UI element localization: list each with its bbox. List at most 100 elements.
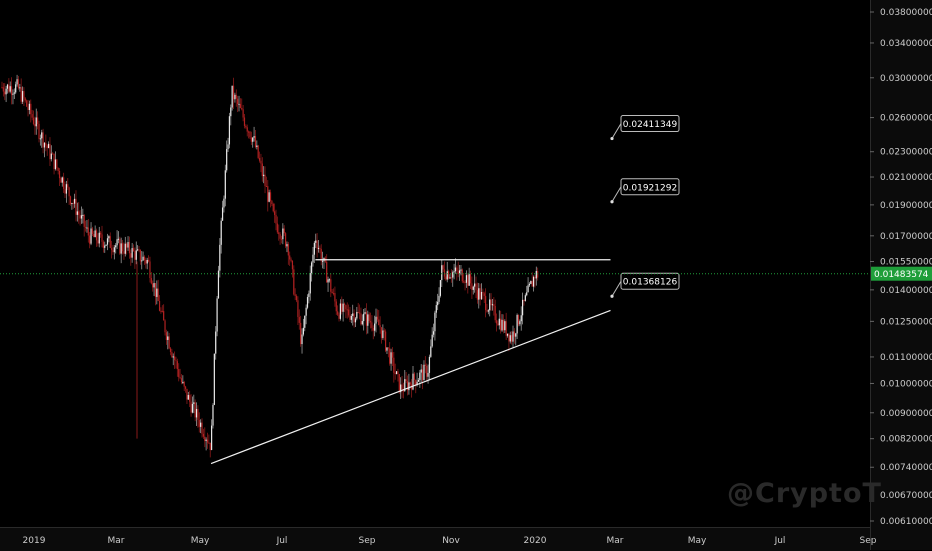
candle-body [147, 259, 150, 262]
candle-body [39, 138, 41, 140]
candle-body [246, 127, 248, 132]
candle-body [43, 142, 46, 148]
candle-body [491, 304, 494, 306]
candle-body [2, 87, 4, 92]
candle-body [428, 356, 431, 373]
candle-body [504, 321, 506, 331]
candle-body [386, 347, 388, 351]
candle-body [490, 299, 492, 306]
candle-body [342, 303, 344, 312]
candle-body [169, 348, 172, 353]
candle-body [37, 117, 39, 124]
candle-body [219, 244, 221, 271]
candle-body [205, 439, 207, 441]
candle-body [65, 184, 67, 194]
candle-body [413, 373, 415, 380]
candle-body [17, 79, 20, 89]
candle-body [424, 364, 426, 366]
candle-body [293, 269, 295, 295]
price-callout-label: 0.01921292 [623, 183, 677, 193]
candle-body [171, 352, 173, 358]
candle-body [345, 305, 347, 310]
candle-body [139, 249, 141, 262]
candle-body [530, 281, 532, 284]
candle-body [495, 320, 498, 324]
candle-body [456, 267, 458, 271]
candle-body [276, 223, 278, 233]
candle-body [431, 334, 433, 347]
candle-body [460, 269, 462, 271]
candle-body [197, 408, 199, 420]
candle-body [412, 373, 414, 390]
candle-body [354, 318, 357, 323]
candle-body [179, 377, 181, 379]
candle-body [149, 261, 151, 279]
candle-body [53, 153, 55, 170]
candle-body [257, 145, 259, 158]
candle-body [16, 79, 18, 85]
time-axis[interactable] [0, 527, 870, 551]
price-axis[interactable] [870, 0, 932, 550]
candle-body [83, 214, 85, 227]
candle-body [64, 188, 66, 194]
candle-body [441, 265, 443, 281]
candle-body [137, 249, 139, 251]
candle-body [52, 153, 54, 155]
target-point [610, 294, 614, 298]
candle-body [450, 277, 452, 279]
candle-body [153, 283, 155, 288]
target-point [610, 136, 614, 141]
candle-body [175, 360, 177, 362]
candle-body [84, 226, 87, 228]
candle-body [241, 107, 243, 110]
candle-body [116, 239, 118, 246]
candle-body [368, 314, 370, 322]
candle-body [21, 91, 24, 102]
candle-body [371, 322, 373, 328]
candle-body [231, 85, 233, 108]
candle-body [271, 200, 273, 205]
candle-body [141, 260, 143, 262]
candle-body [32, 117, 35, 125]
candle-body [445, 276, 447, 280]
candle-body [516, 314, 518, 334]
candle-body [183, 381, 185, 387]
candle-body [372, 327, 374, 331]
candle-body [160, 310, 162, 312]
candle-body [297, 300, 299, 318]
candle-body [220, 220, 222, 245]
candle-body [46, 145, 48, 149]
price-callout[interactable] [620, 115, 680, 133]
candle-body [442, 265, 444, 270]
candle-body [278, 232, 280, 235]
candle-body [157, 288, 159, 301]
candle-body [101, 234, 103, 242]
candle-body [23, 91, 25, 99]
candle-body [165, 332, 167, 340]
candle-body [483, 293, 485, 296]
candle-body [56, 159, 58, 168]
candle-body [102, 241, 104, 248]
candle-body [387, 347, 389, 349]
support-trendline[interactable] [210, 309, 611, 465]
candle-body [365, 312, 368, 326]
price-callout[interactable] [620, 178, 680, 196]
candle-body [493, 304, 495, 306]
candle-body [78, 211, 80, 215]
candle-body [75, 198, 77, 215]
candle-body [87, 227, 89, 236]
candle-body [226, 149, 228, 171]
candle-body [290, 259, 292, 261]
candle-body [132, 248, 135, 252]
candle-body [130, 253, 132, 258]
candle-body [385, 331, 387, 351]
candle-body [405, 379, 407, 382]
candle-body [378, 319, 380, 326]
candle-body [520, 315, 522, 322]
candle-body [238, 103, 240, 105]
candle-body [263, 174, 265, 177]
candle-body [45, 142, 47, 146]
candle-body [68, 187, 70, 197]
candle-body [260, 160, 262, 164]
